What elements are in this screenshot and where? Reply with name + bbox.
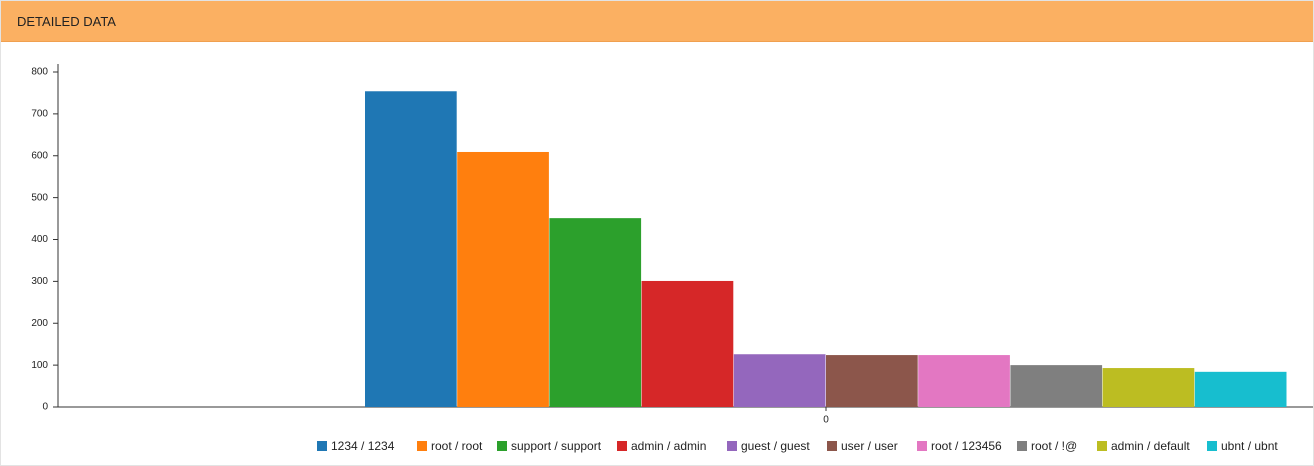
legend-label: admin / admin — [631, 439, 706, 453]
legend-swatch — [917, 441, 927, 451]
bar — [1102, 368, 1195, 407]
legend-swatch — [827, 441, 837, 451]
bar — [1010, 365, 1103, 407]
legend-swatch — [417, 441, 427, 451]
legend-label: guest / guest — [741, 439, 810, 453]
legend-label: user / user — [841, 439, 898, 453]
bar — [549, 218, 642, 407]
y-tick-label: 100 — [31, 360, 48, 371]
legend-label: support / support — [511, 439, 602, 453]
bar — [918, 355, 1010, 407]
bar — [733, 354, 826, 407]
legend-swatch — [1207, 441, 1217, 451]
legend-label: 1234 / 1234 — [331, 439, 395, 453]
y-tick-label: 700 — [31, 109, 48, 120]
bar — [457, 151, 549, 407]
panel-title: DETAILED DATA — [1, 1, 1313, 42]
legend-label: root / root — [431, 439, 483, 453]
y-tick-label: 200 — [31, 318, 48, 329]
bar — [1194, 371, 1287, 407]
bar — [641, 280, 734, 407]
y-tick-label: 500 — [31, 192, 48, 203]
legend-swatch — [497, 441, 507, 451]
y-tick-label: 600 — [31, 150, 48, 161]
y-tick-label: 0 — [42, 402, 48, 413]
legend-swatch — [1017, 441, 1027, 451]
legend-label: root / 123456 — [931, 439, 1002, 453]
bar — [365, 91, 457, 407]
y-tick-label: 800 — [31, 67, 48, 78]
legend-label: root / !@ — [1031, 439, 1077, 453]
legend-swatch — [727, 441, 737, 451]
bar — [826, 355, 918, 407]
legend-swatch — [617, 441, 627, 451]
legend-swatch — [1097, 441, 1107, 451]
legend-swatch — [317, 441, 327, 451]
legend-label: ubnt / ubnt — [1221, 439, 1278, 453]
y-tick-label: 300 — [31, 276, 48, 287]
x-tick-label: 0 — [823, 415, 829, 426]
y-tick-label: 400 — [31, 234, 48, 245]
legend-label: admin / default — [1111, 439, 1190, 453]
